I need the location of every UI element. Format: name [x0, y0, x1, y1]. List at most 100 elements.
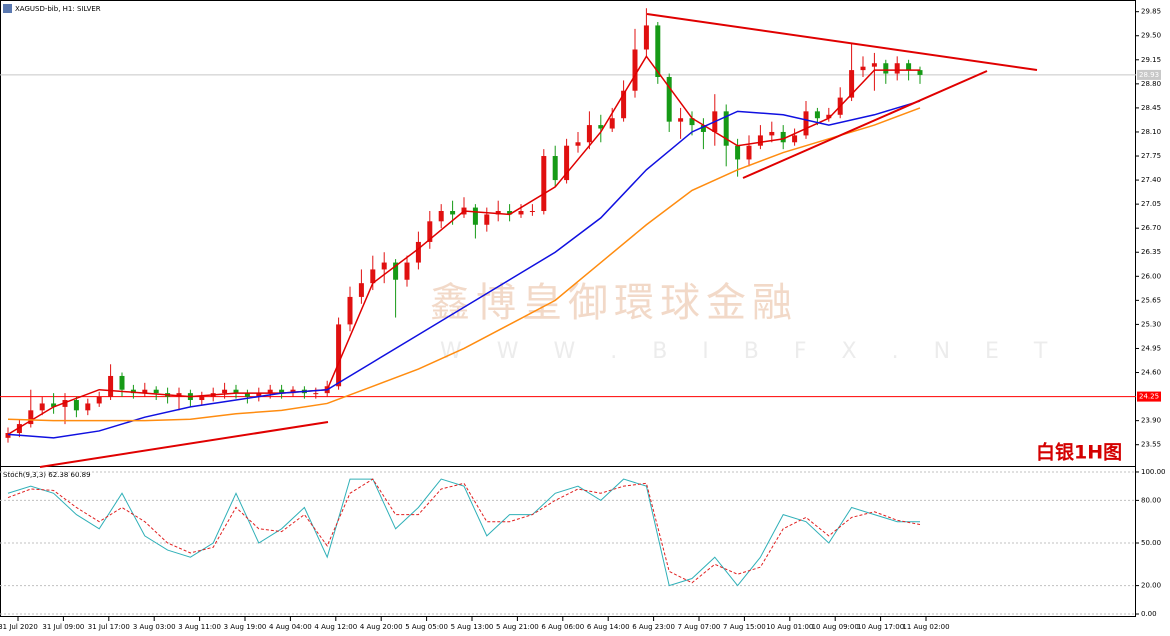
candle-body: [609, 118, 615, 129]
x-tick-label: 7 Aug 07:00: [678, 623, 721, 631]
watermark-url: W W W . B I B F X . N E T: [440, 339, 1061, 364]
x-tick-label: 11 Aug 02:00: [902, 623, 949, 631]
candle-body: [655, 25, 661, 77]
candle-body: [153, 389, 159, 394]
candle-body: [438, 211, 444, 222]
candle-body: [73, 400, 79, 411]
y-tick-label: 23.90: [1141, 417, 1161, 425]
candle-body: [233, 389, 239, 394]
stoch-line: [7, 478, 921, 584]
candle-body: [16, 424, 22, 434]
x-tick-label: 10 Aug 17:00: [857, 623, 904, 631]
y-tick-label: 27.75: [1141, 152, 1161, 160]
x-tick-label: 4 Aug 04:00: [269, 623, 312, 631]
candle-body: [621, 90, 627, 119]
y-tick-label: 29.15: [1141, 56, 1161, 64]
candle-body: [336, 324, 342, 387]
candle-body: [370, 269, 376, 284]
candle-body: [381, 262, 387, 270]
candle-body: [632, 49, 638, 91]
x-tick-label: 4 Aug 20:00: [360, 623, 403, 631]
candle-body: [119, 375, 125, 390]
candle-body: [472, 207, 478, 225]
x-tick-label: 6 Aug 06:00: [541, 623, 584, 631]
candle-body: [393, 262, 399, 280]
y-tick-label: 0.00: [1141, 610, 1157, 618]
candle-body: [51, 403, 57, 407]
watermark-name: 鑫博皇御環球金融: [430, 280, 798, 326]
candle-body: [290, 389, 296, 394]
candle-body: [678, 118, 684, 122]
candle-body: [598, 125, 604, 129]
candle-body: [575, 142, 581, 146]
candle-body: [518, 211, 524, 215]
candle-body: [450, 211, 456, 215]
candle-body: [5, 433, 11, 438]
price-tag: [1137, 69, 1161, 80]
moving-average: [7, 107, 921, 422]
y-tick-label: 80.00: [1141, 496, 1161, 504]
x-tick-label: 6 Aug 23:00: [632, 623, 675, 631]
candle-body: [552, 156, 558, 181]
moving-average: [7, 100, 921, 439]
candle-body: [507, 211, 513, 215]
candle-body: [28, 410, 34, 425]
candle-body: [39, 403, 45, 411]
y-tick-label: 26.35: [1141, 248, 1161, 256]
y-tick-label: 50.00: [1141, 539, 1161, 547]
x-tick-label: 6 Aug 14:00: [587, 623, 630, 631]
candle-body: [666, 76, 672, 122]
candle-body: [484, 214, 490, 225]
x-tick-label: 31 Jul 2020: [0, 623, 38, 631]
x-tick-label: 31 Jul 17:00: [88, 623, 130, 631]
x-tick-label: 31 Jul 09:00: [42, 623, 84, 631]
candle-body: [176, 393, 182, 397]
candle-body: [746, 145, 752, 160]
trendline: [742, 70, 988, 179]
candle-body: [495, 211, 501, 215]
trendline: [646, 13, 1038, 71]
candle-body: [256, 393, 262, 397]
price-tag-label: 28.93: [1139, 71, 1159, 79]
x-tick-label: 10 Aug 09:00: [812, 623, 859, 631]
candle-body: [906, 63, 912, 71]
candle-body: [427, 221, 433, 242]
candle-body: [313, 393, 319, 395]
candle-body: [917, 70, 923, 75]
candle-body: [404, 262, 410, 280]
y-tick-label: 24.60: [1141, 369, 1161, 377]
candle-body: [586, 125, 592, 143]
candle-body: [792, 135, 798, 143]
candle-body: [108, 375, 114, 397]
candle-body: [735, 145, 741, 160]
candle-body: [689, 118, 695, 126]
candle-body: [871, 63, 877, 67]
candle-body: [244, 393, 250, 397]
y-tick-label: 20.00: [1141, 582, 1161, 590]
candle-body: [96, 396, 102, 404]
y-tick-label: 29.50: [1141, 32, 1161, 40]
candle-body: [541, 156, 547, 212]
x-tick-label: 5 Aug 21:00: [496, 623, 539, 631]
candle-body: [142, 389, 148, 394]
candle-body: [267, 389, 273, 394]
price-tag: [1137, 391, 1161, 402]
candle-body: [358, 283, 364, 297]
y-tick-label: 25.65: [1141, 296, 1161, 304]
x-tick-label: 5 Aug 13:00: [451, 623, 494, 631]
x-tick-label: 10 Aug 01:00: [766, 623, 813, 631]
candle-body: [564, 145, 570, 181]
candle-body: [415, 241, 421, 263]
price-tag-label: 24.25: [1139, 393, 1159, 401]
y-tick-label: 100.00: [1141, 468, 1166, 476]
candle-body: [222, 389, 228, 394]
candle-body: [757, 135, 763, 146]
x-tick-label: 5 Aug 05:00: [405, 623, 448, 631]
candle-body: [780, 131, 786, 143]
candle-body: [769, 131, 775, 136]
chart-label: 白银1H图: [1036, 441, 1122, 464]
symbol-icon: [3, 4, 12, 13]
y-tick-label: 27.40: [1141, 176, 1161, 184]
candle-body: [130, 389, 136, 394]
